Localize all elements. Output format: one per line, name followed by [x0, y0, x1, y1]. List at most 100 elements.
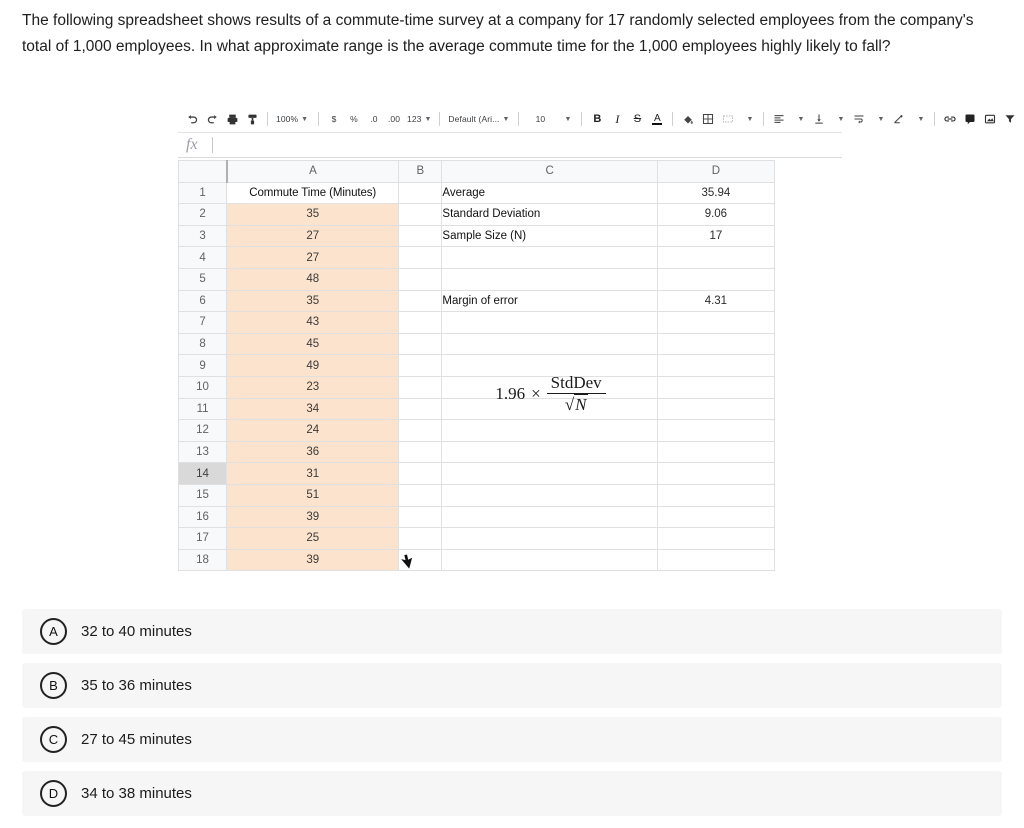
cell-B14[interactable]: [398, 462, 443, 485]
cell-B3[interactable]: [398, 224, 443, 248]
italic-button[interactable]: I: [607, 109, 627, 129]
borders-icon[interactable]: [698, 109, 718, 129]
cell-A5[interactable]: 48: [226, 267, 400, 291]
cell-B16[interactable]: [398, 505, 443, 529]
answer-option-d[interactable]: D 34 to 38 minutes: [22, 771, 1002, 816]
cell-A12[interactable]: 24: [226, 419, 400, 442]
cell-C16[interactable]: [441, 505, 658, 529]
text-rotation-icon[interactable]: [889, 109, 909, 129]
font-size-chevron[interactable]: ▼: [556, 109, 576, 129]
merge-cells-icon[interactable]: [718, 109, 738, 129]
cell-D12[interactable]: [656, 419, 776, 442]
cell-B8[interactable]: [398, 332, 443, 356]
cell-A18[interactable]: 39: [226, 548, 400, 572]
row-header-6[interactable]: 6: [177, 289, 228, 313]
percent-format-button[interactable]: %: [344, 109, 364, 129]
cell-D5[interactable]: [656, 267, 776, 291]
cell-B10[interactable]: [398, 375, 443, 399]
cell-B6[interactable]: [398, 289, 443, 313]
row-header-4[interactable]: 4: [177, 246, 228, 269]
text-wrap-icon[interactable]: [849, 109, 869, 129]
merge-cells-chevron[interactable]: ▼: [738, 109, 758, 129]
cell-A16[interactable]: 39: [226, 505, 400, 529]
cell-B18[interactable]: [398, 548, 443, 572]
decrease-decimal-button[interactable]: .0: [364, 109, 384, 129]
cell-B1[interactable]: [398, 181, 443, 205]
increase-decimal-button[interactable]: .00: [384, 109, 404, 129]
cell-B5[interactable]: [398, 267, 443, 291]
cell-D16[interactable]: [656, 505, 776, 529]
formula-bar[interactable]: fx: [178, 133, 842, 158]
answer-option-c[interactable]: C 27 to 45 minutes: [22, 717, 1002, 762]
filter-icon[interactable]: [1000, 109, 1020, 129]
link-icon[interactable]: [940, 109, 960, 129]
row-header-18[interactable]: 18: [177, 548, 228, 572]
cell-D18[interactable]: [656, 548, 776, 572]
cell-D14[interactable]: [656, 462, 776, 485]
vertical-align-chevron[interactable]: ▼: [829, 109, 849, 129]
cell-B15[interactable]: [398, 483, 443, 507]
cell-B17[interactable]: [398, 527, 443, 550]
answer-option-a[interactable]: A 32 to 40 minutes: [22, 609, 1002, 654]
select-all-corner[interactable]: [177, 160, 228, 183]
cell-C13[interactable]: [441, 440, 658, 464]
image-icon[interactable]: [980, 109, 1000, 129]
horizontal-align-chevron[interactable]: ▼: [789, 109, 809, 129]
cell-C12[interactable]: [441, 419, 658, 442]
row-header-12[interactable]: 12: [177, 419, 228, 442]
cell-C6[interactable]: Margin of error: [441, 289, 658, 313]
cell-C18[interactable]: [441, 548, 658, 572]
font-size-selector[interactable]: 10: [524, 109, 556, 129]
column-header-c[interactable]: C: [441, 160, 658, 183]
cell-C11[interactable]: [441, 397, 658, 421]
cell-D10[interactable]: [656, 375, 776, 399]
column-header-a[interactable]: A: [226, 160, 400, 183]
cell-D13[interactable]: [656, 440, 776, 464]
cell-A9[interactable]: 49: [226, 354, 400, 377]
row-header-8[interactable]: 8: [177, 332, 228, 356]
row-header-9[interactable]: 9: [177, 354, 228, 377]
cell-B7[interactable]: [398, 311, 443, 334]
cell-B9[interactable]: [398, 354, 443, 377]
comment-icon[interactable]: [960, 109, 980, 129]
cell-A13[interactable]: 36: [226, 440, 400, 464]
row-header-16[interactable]: 16: [177, 505, 228, 529]
row-header-14[interactable]: 14: [177, 462, 228, 485]
cell-B4[interactable]: [398, 246, 443, 269]
undo-icon[interactable]: [182, 109, 202, 129]
cell-D11[interactable]: [656, 397, 776, 421]
cell-C15[interactable]: [441, 483, 658, 507]
currency-format-button[interactable]: $: [324, 109, 344, 129]
column-header-b[interactable]: B: [398, 160, 443, 183]
horizontal-align-icon[interactable]: [769, 109, 789, 129]
cell-C10[interactable]: [441, 375, 658, 399]
row-header-7[interactable]: 7: [177, 311, 228, 334]
cell-D7[interactable]: [656, 311, 776, 334]
formula-input[interactable]: [212, 137, 842, 153]
column-header-d[interactable]: D: [656, 160, 776, 183]
cell-A3[interactable]: 27: [226, 224, 400, 248]
cell-D2[interactable]: 9.06: [656, 203, 776, 226]
cell-A1[interactable]: Commute Time (Minutes): [226, 181, 400, 205]
paint-format-icon[interactable]: [242, 109, 262, 129]
row-header-15[interactable]: 15: [177, 483, 228, 507]
cell-C8[interactable]: [441, 332, 658, 356]
row-header-5[interactable]: 5: [177, 267, 228, 291]
cell-D1[interactable]: 35.94: [656, 181, 776, 205]
text-wrap-chevron[interactable]: ▼: [869, 109, 889, 129]
cell-A10[interactable]: 23: [226, 375, 400, 399]
row-header-2[interactable]: 2: [177, 203, 228, 226]
cell-B12[interactable]: [398, 419, 443, 442]
row-header-10[interactable]: 10: [177, 375, 228, 399]
print-icon[interactable]: [222, 109, 242, 129]
cell-B2[interactable]: [398, 203, 443, 226]
cell-A7[interactable]: 43: [226, 311, 400, 334]
strikethrough-button[interactable]: S: [627, 109, 647, 129]
font-family-selector[interactable]: Default (Ari... ▼: [445, 109, 513, 129]
cell-B13[interactable]: [398, 440, 443, 464]
fill-color-icon[interactable]: [678, 109, 698, 129]
cell-C17[interactable]: [441, 527, 658, 550]
answer-option-b[interactable]: B 35 to 36 minutes: [22, 663, 1002, 708]
text-color-button[interactable]: A: [647, 109, 667, 129]
cell-C7[interactable]: [441, 311, 658, 334]
